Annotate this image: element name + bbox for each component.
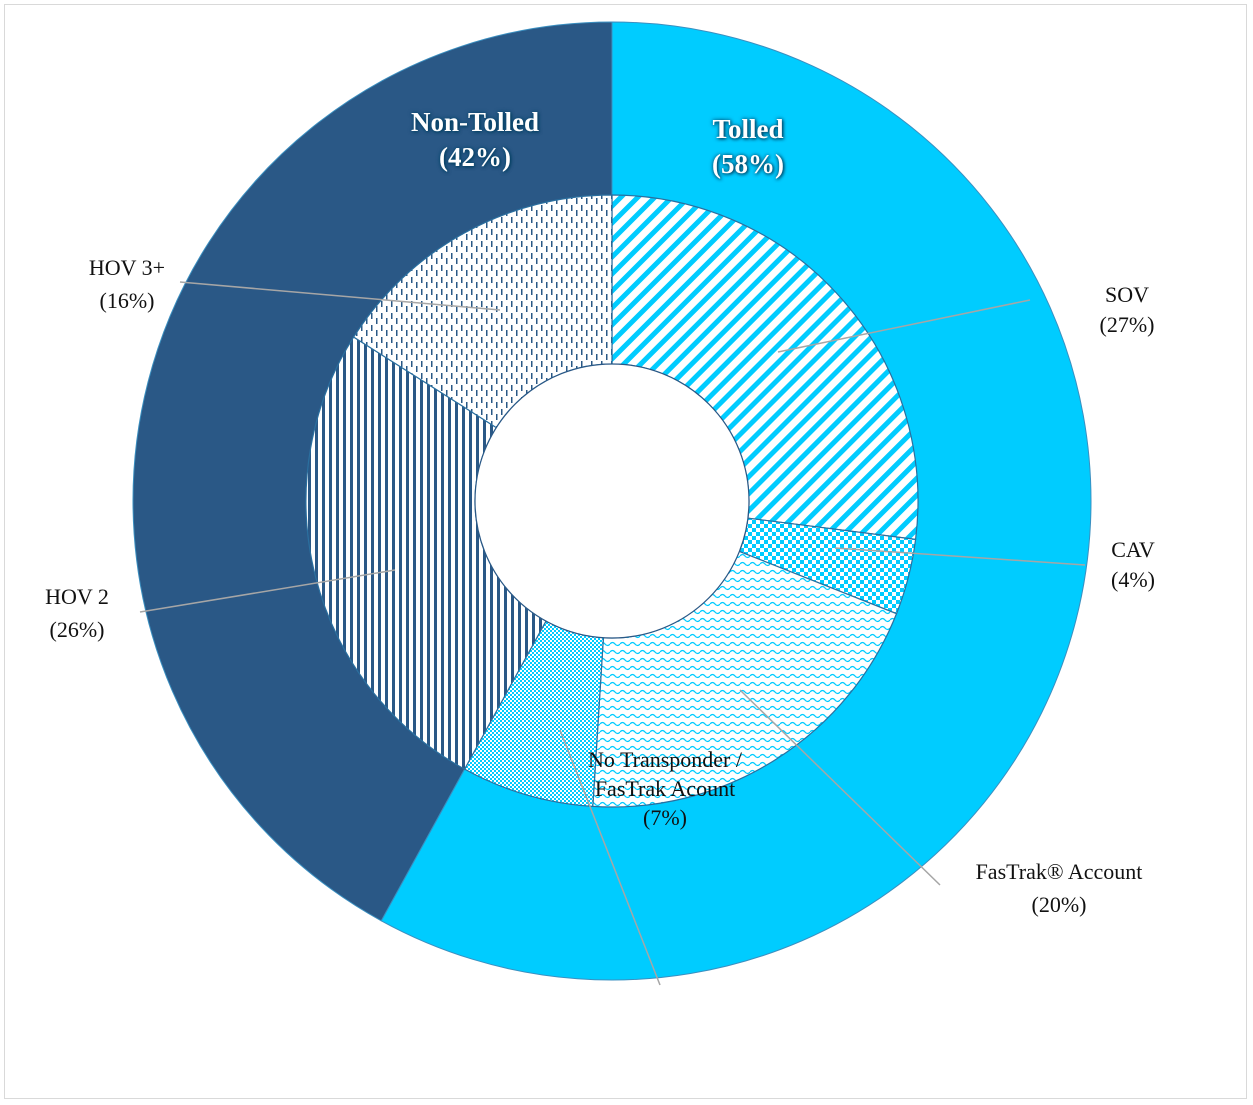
frame [4,4,1247,1099]
inner-value-label: (26%) [49,617,105,642]
leader-line [834,547,1086,566]
leader-line [739,689,941,886]
leader-line [777,299,1031,353]
outer-label: Tolled [712,114,784,144]
leader-line [559,729,661,986]
inner-label: No Transponder / FasTrak Acount [587,747,742,801]
inner-value-label: (20%) [1031,892,1087,917]
inner-label: FasTrak® Account [975,859,1143,884]
inner-label: CAV [1111,537,1155,562]
inner-value-label: (4%) [1111,567,1155,592]
hole [474,363,750,639]
inner-label: HOV 3+ [88,255,166,280]
inner-label: HOV 2 [45,584,109,609]
inner-value-label: (27%) [1099,312,1155,337]
inner-value-label: (7%) [643,805,687,830]
outer-value-label: (58%) [712,149,784,179]
outer-value-label: (42%) [439,142,511,172]
leader-line [139,569,396,613]
inner-value-label: (16%) [99,288,155,313]
inner-label: SOV [1104,282,1149,307]
leader-line [179,281,501,311]
outer-label: Non-Tolled [410,107,540,137]
